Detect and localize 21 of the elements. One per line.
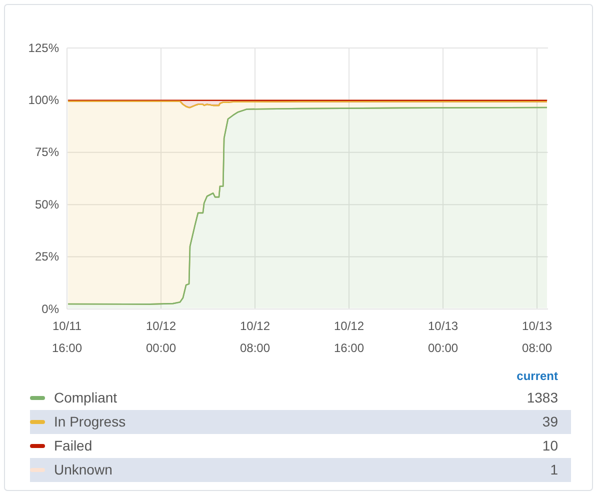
y-tick-label: 0% (42, 302, 60, 316)
text: 1383 (526, 390, 558, 406)
x-tick-label: 10/13 08:00 (522, 319, 552, 355)
x-tick-label: 10/12 16:00 (334, 319, 364, 355)
y-tick-label: 125% (28, 40, 60, 55)
text: current (516, 369, 558, 383)
y-tick-label: 100% (28, 93, 60, 108)
text: 1 (550, 462, 558, 478)
legend-label: Failed (54, 438, 92, 454)
legend-label: Compliant (54, 390, 118, 406)
x-tick-label: 10/12 00:00 (146, 319, 176, 355)
legend-label: Unknown (54, 462, 112, 478)
x-tick-label: 10/13 00:00 (428, 319, 458, 355)
y-tick-label: 75% (34, 145, 60, 160)
x-tick-label: 10/12 08:00 (240, 319, 270, 355)
y-tick-label: 50% (34, 197, 60, 212)
y-tick-label: 25% (34, 250, 60, 264)
text: 39 (542, 414, 558, 430)
legend-label: In Progress (54, 414, 126, 430)
text: 10 (542, 438, 558, 454)
x-tick-label: 10/11 16:00 (52, 319, 82, 355)
